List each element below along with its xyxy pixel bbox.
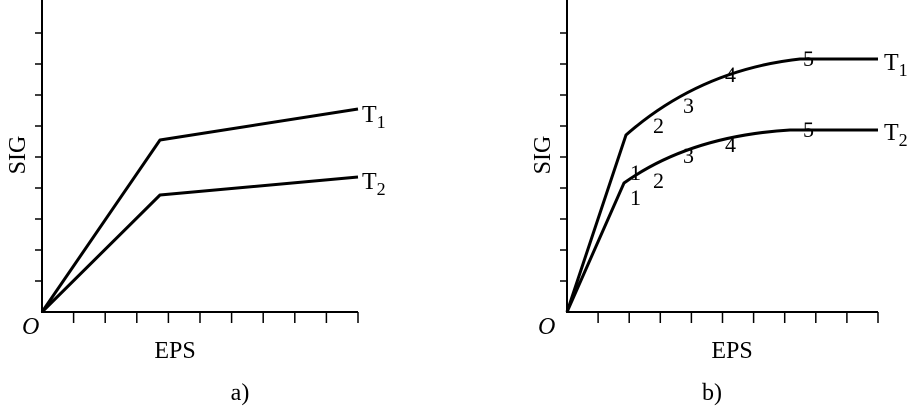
subscript: 1 [899,60,908,80]
caption: a) [231,380,250,406]
letter: T [362,102,377,128]
point-label: 1 [630,185,641,210]
point-label: 2 [653,168,664,193]
point-label: 4 [725,62,736,87]
subscript: 2 [899,130,908,150]
origin: O [538,314,555,340]
point-label: 2 [653,113,664,138]
curve-t1 [40,107,359,313]
subscript: 1 [377,112,386,132]
curve-t2 [40,175,359,314]
y-label: SIG [530,136,556,175]
caption: b) [702,380,722,406]
point-label: 3 [683,143,694,168]
point-label: 5 [803,117,814,142]
point-label: 4 [725,132,736,157]
curve-t2 [565,128,878,313]
origin: O [22,314,39,340]
x-label: EPS [154,338,195,364]
curve-label: T1 [362,102,386,132]
curve-label: T2 [884,120,908,150]
curve-t1 [565,57,878,313]
x-label: EPS [711,338,752,364]
letter: T [884,120,899,146]
point-label: 5 [803,46,814,71]
subscript: 2 [377,179,386,199]
axes [566,0,878,313]
point-label: 3 [683,93,694,118]
letter: T [362,169,377,195]
ticks [35,32,879,323]
y-label: SIG [5,136,31,175]
point-label: 1 [630,160,641,185]
curve-label: T2 [362,169,386,199]
letter: T [884,50,899,76]
curve-label: T1 [884,50,908,80]
